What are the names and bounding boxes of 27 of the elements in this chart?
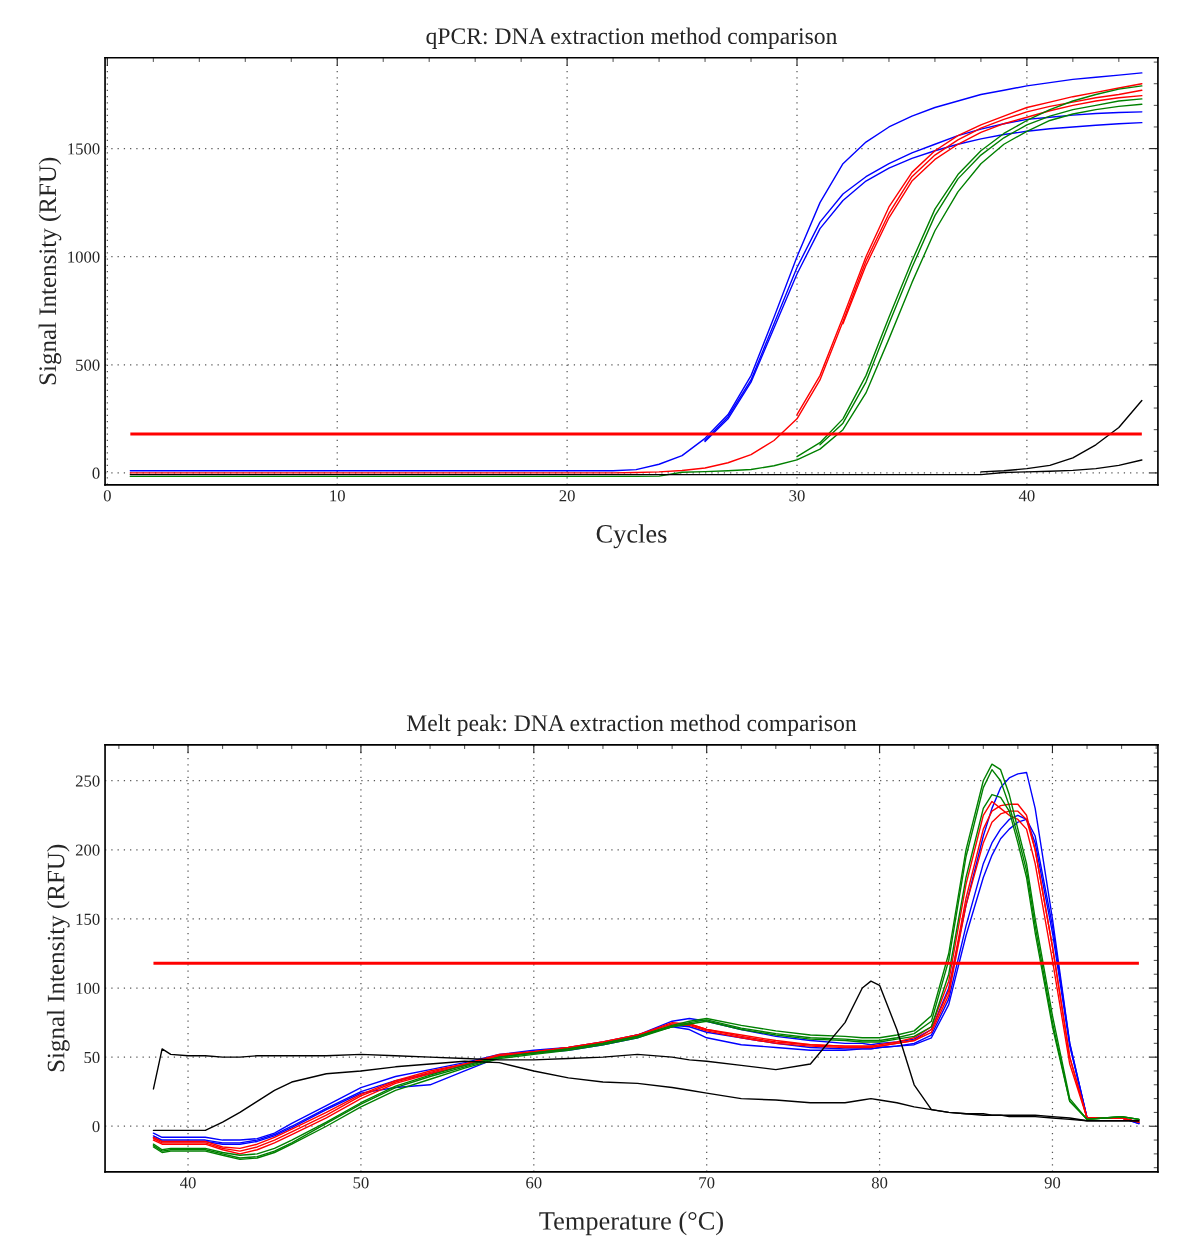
y-tick-label: 50 — [84, 1051, 100, 1064]
x-tick-label: 10 — [330, 490, 345, 502]
x-tick-label: 70 — [699, 1177, 715, 1189]
x-tick-label: 20 — [559, 490, 575, 502]
y-tick-label: 0 — [92, 467, 100, 479]
x-tick-label: 30 — [789, 490, 805, 502]
x-tick-label: 40 — [180, 1177, 196, 1189]
y-tick-label: 150 — [76, 913, 100, 925]
x-tick-label: 60 — [526, 1177, 542, 1189]
x-tick-label: 50 — [353, 1177, 369, 1189]
y-tick-label: 200 — [75, 844, 100, 856]
chart-title: Melt peak: DNA extraction method comparison — [406, 714, 857, 736]
y-axis-title: Signal Intensity (RFU) — [38, 157, 62, 385]
x-tick-label: 90 — [1044, 1177, 1061, 1189]
y-tick-label: 1500 — [68, 143, 100, 155]
y-tick-label: 250 — [75, 775, 100, 787]
y-tick-label: 500 — [76, 359, 100, 371]
y-tick-label: 1000 — [68, 251, 100, 263]
chart-title: qPCR: DNA extraction method comparison — [426, 27, 838, 49]
x-axis-title: Cycles — [596, 524, 667, 549]
x-tick-label: 0 — [103, 490, 111, 502]
x-axis-title: Temperature (°C) — [539, 1211, 723, 1236]
x-tick-label: 80 — [871, 1177, 888, 1189]
y-axis-title: Signal Intensity (RFU) — [46, 844, 70, 1072]
x-tick-label: 40 — [1018, 490, 1035, 502]
y-tick-label: 0 — [92, 1120, 100, 1133]
y-tick-label: 100 — [76, 982, 100, 994]
